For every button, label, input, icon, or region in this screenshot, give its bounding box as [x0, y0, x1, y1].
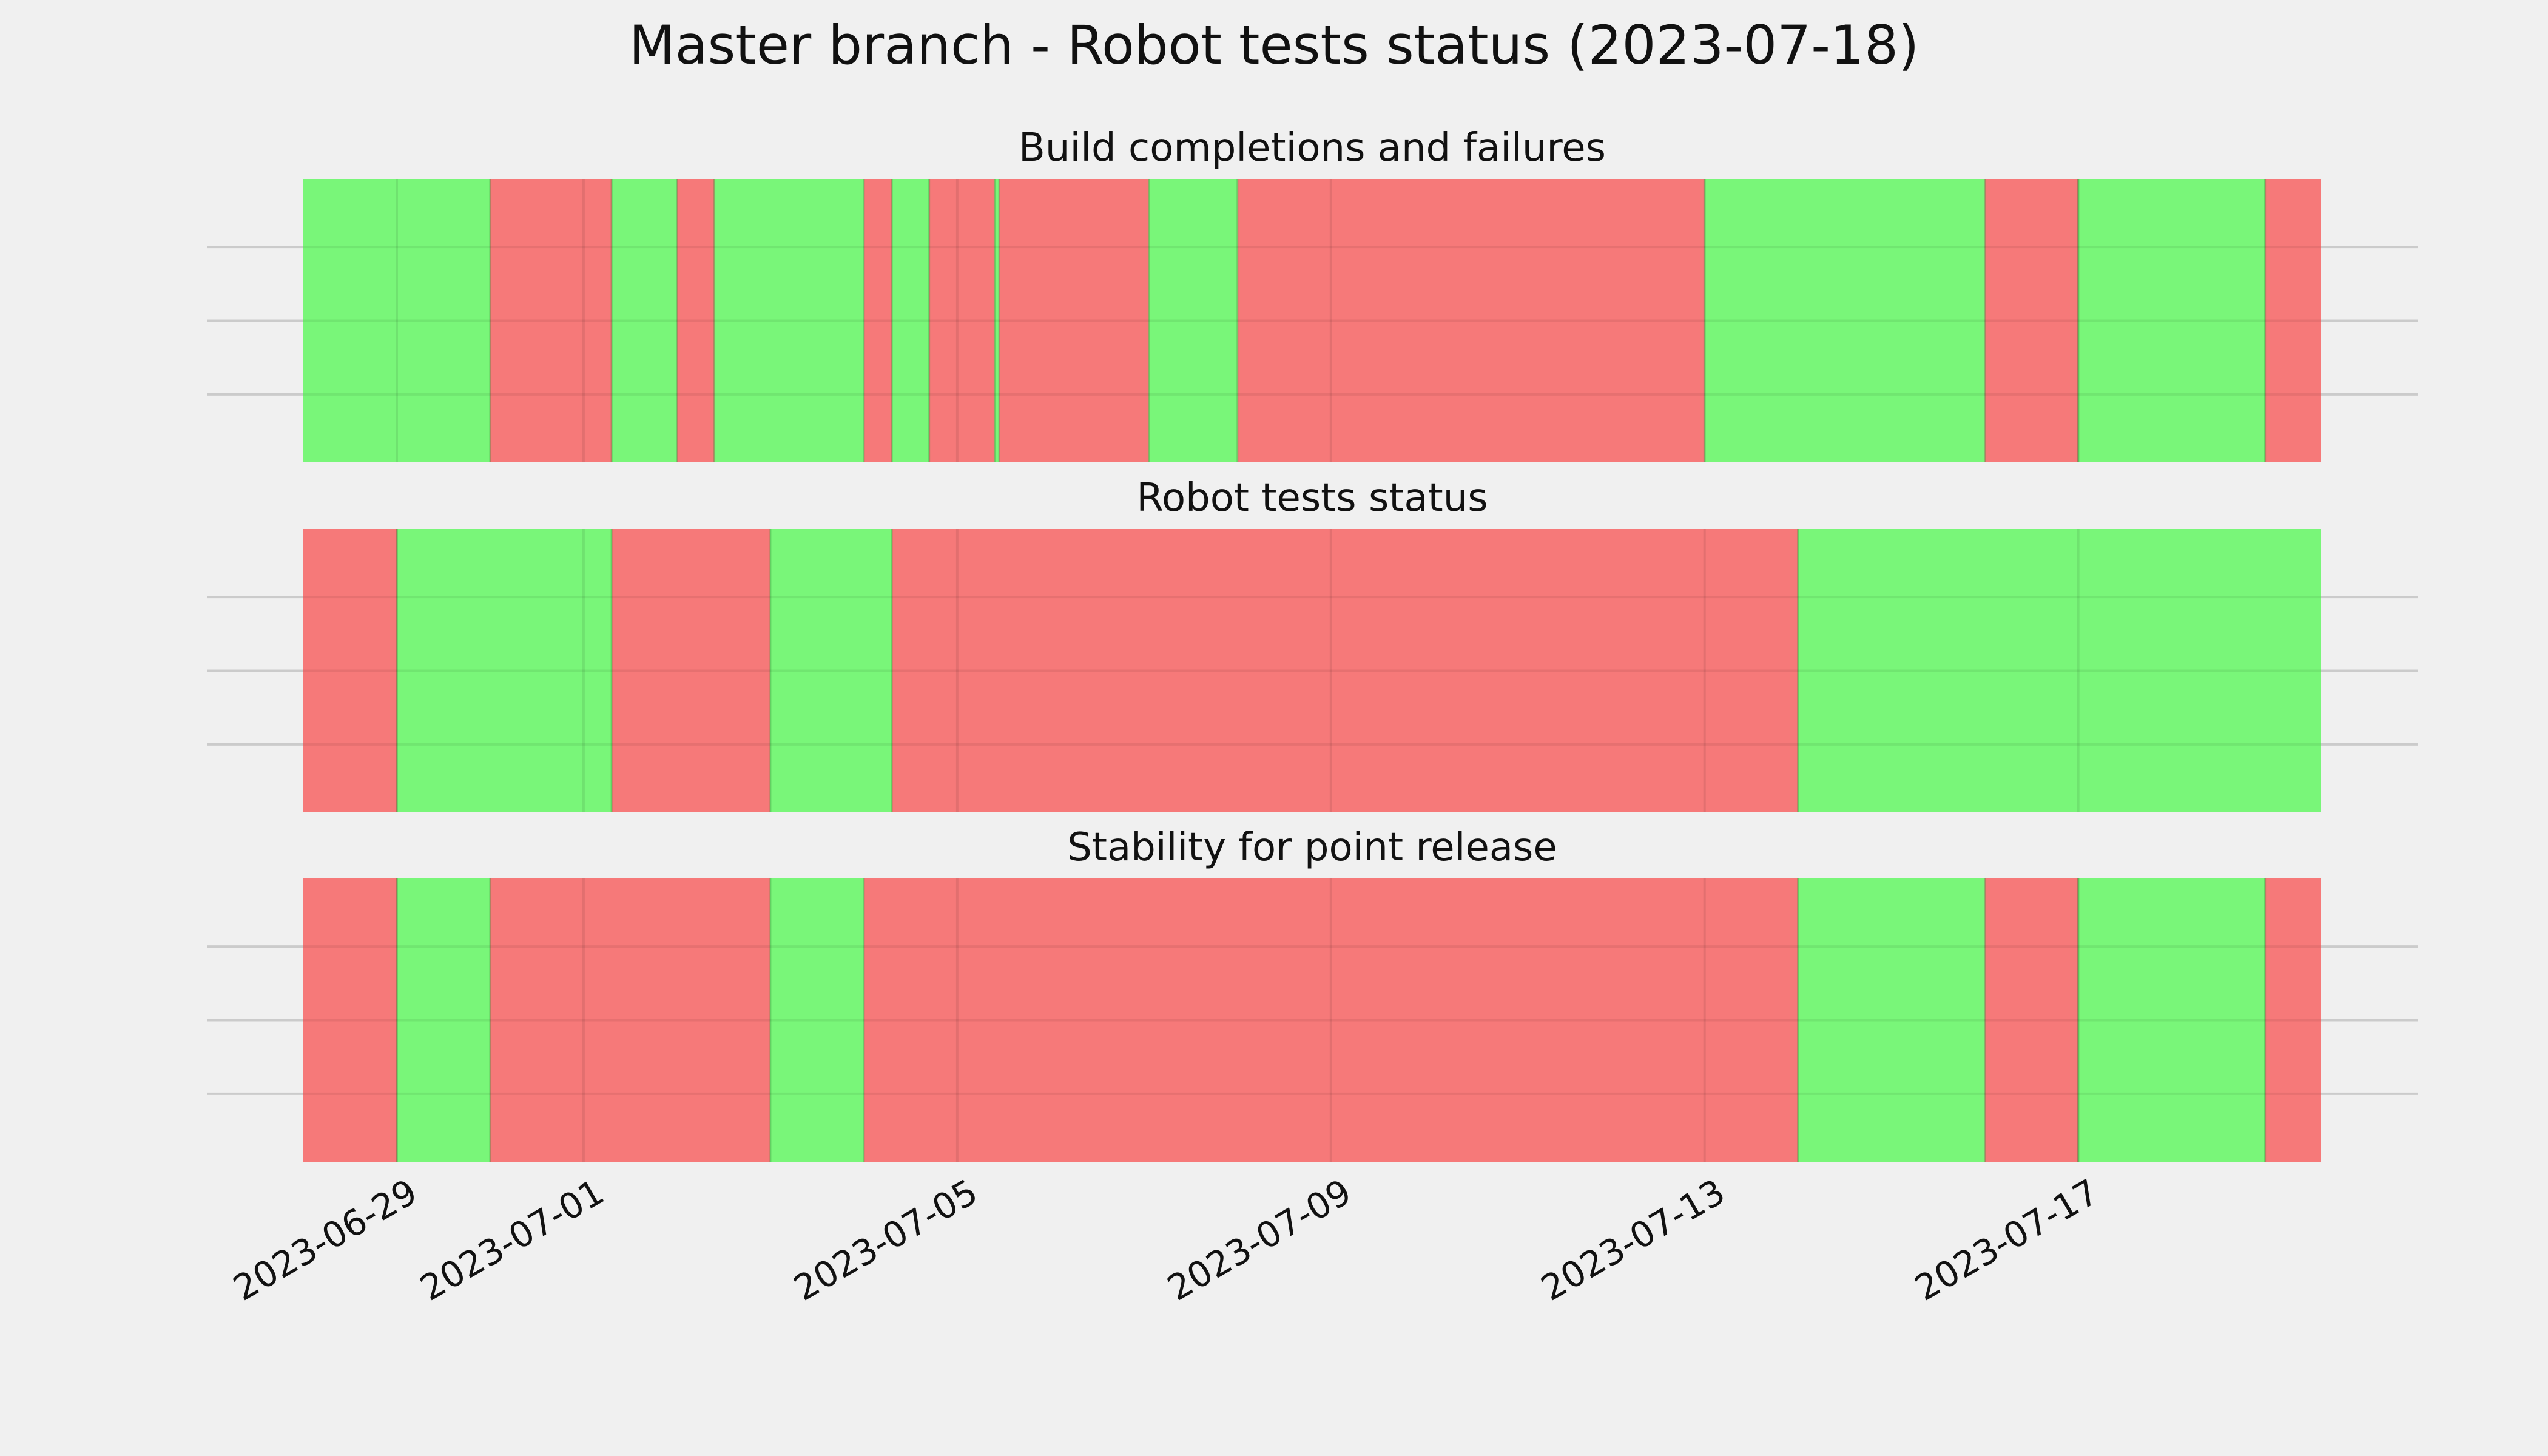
panel-1: Build completions and failures — [207, 126, 2418, 462]
status-segment-failure — [1237, 179, 1705, 462]
status-segment-success — [612, 179, 677, 462]
status-segment-success — [1798, 529, 2321, 812]
status-segment-success — [892, 179, 929, 462]
status-segment-failure — [999, 179, 1149, 462]
panel-2: Robot tests status — [207, 476, 2418, 812]
status-segment-failure — [929, 179, 995, 462]
chart-title: Master branch - Robot tests status (2023… — [629, 14, 1919, 76]
status-segment-failure — [892, 529, 1798, 812]
status-segment-success — [770, 878, 864, 1162]
status-segment-success — [1704, 179, 1985, 462]
status-segment-failure — [303, 878, 397, 1162]
panel-title: Stability for point release — [1067, 825, 1557, 870]
status-segment-failure — [863, 179, 892, 462]
status-segment-success — [994, 179, 1000, 462]
status-segment-failure — [863, 878, 1798, 1162]
status-segment-success — [396, 529, 612, 812]
status-segment-failure — [2265, 878, 2321, 1162]
panel-3: Stability for point release — [207, 825, 2418, 1162]
status-segment-success — [303, 179, 490, 462]
status-segment-failure — [490, 179, 612, 462]
status-segment-success — [2078, 179, 2265, 462]
status-segment-failure — [612, 529, 770, 812]
status-segment-success — [396, 878, 490, 1162]
status-segment-success — [770, 529, 892, 812]
panel-title: Robot tests status — [1136, 476, 1488, 521]
status-segment-failure — [676, 179, 715, 462]
status-segment-success — [1148, 179, 1238, 462]
status-segment-success — [1798, 878, 1985, 1162]
chart-panels: Build completions and failures Robot test… — [207, 126, 2418, 1162]
status-segment-failure — [2265, 179, 2321, 462]
status-segment-failure — [490, 878, 770, 1162]
status-segment-failure — [303, 529, 397, 812]
status-segment-failure — [1984, 878, 2078, 1162]
status-segment-failure — [1984, 179, 2078, 462]
status-segment-success — [2078, 878, 2265, 1162]
status-segment-success — [714, 179, 864, 462]
panel-title: Build completions and failures — [1019, 126, 1606, 170]
